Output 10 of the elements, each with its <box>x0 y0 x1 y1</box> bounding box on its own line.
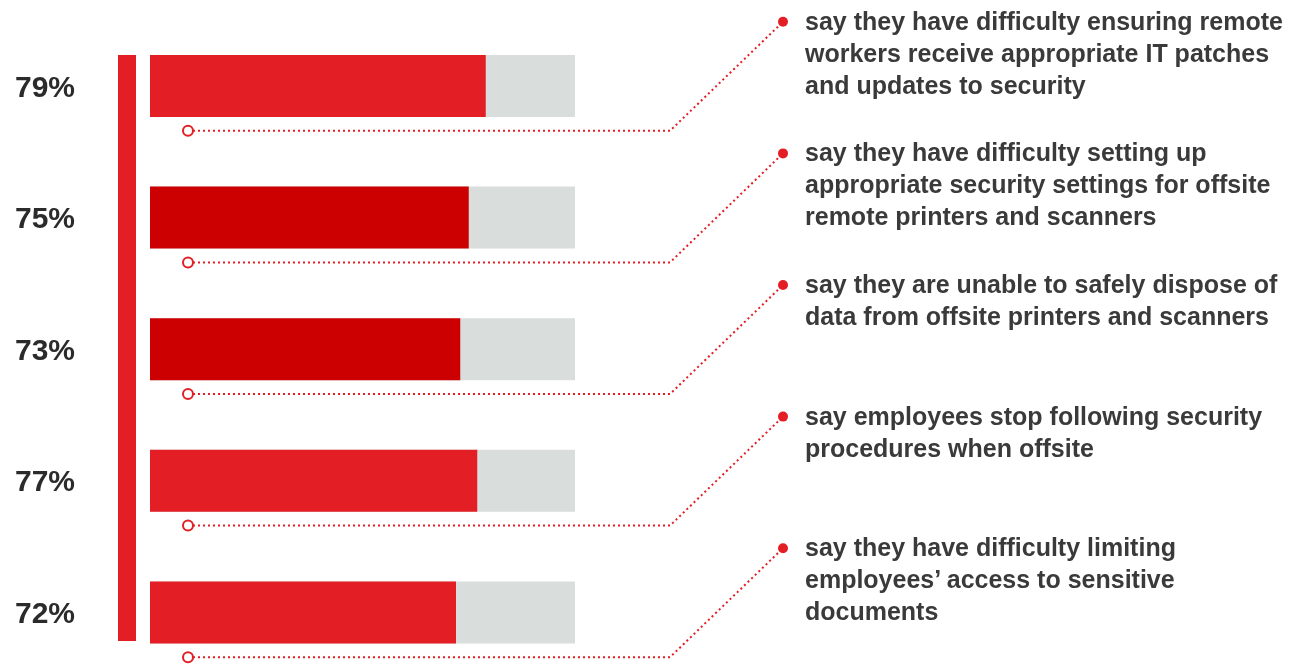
data-label: 75% <box>15 201 76 235</box>
y-tick-label: say they are unable to safely dispose of data from offsite printers and scanners <box>805 270 1279 330</box>
y-tick-label: say employees stop following security procedures when offsite <box>805 401 1263 462</box>
y-tick-label: say they have difficulty limiting employees’ access to sensitive documents <box>805 533 1176 626</box>
data-label: 73% <box>15 332 76 366</box>
data-label: 79% <box>15 69 76 103</box>
y-tick-label: say they have difficulty setting up appropriate security settings for offsite remote printers and scanners <box>805 138 1271 231</box>
data-label: 72% <box>15 595 76 629</box>
y-tick-label: say they have difficulty ensuring remote workers receive appropriate IT patches and updates to security <box>804 6 1284 99</box>
data-label: 77% <box>15 464 76 498</box>
